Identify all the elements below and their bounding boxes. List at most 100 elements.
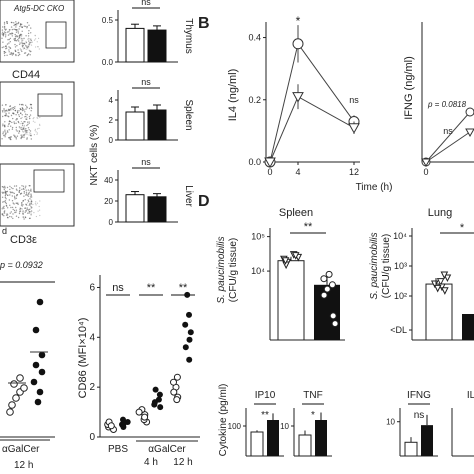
time-xlabel: Time (h) xyxy=(356,182,393,193)
flow-gate-spleen xyxy=(37,93,63,117)
flow-event-dot xyxy=(4,121,6,123)
cfu-ylabel-lung-2: (CFU/g tissue) xyxy=(381,234,392,298)
flow-event-dot xyxy=(17,49,19,51)
flow-event-dot xyxy=(28,43,30,45)
flow-event-dot xyxy=(36,132,39,134)
nkt-sig-label: ns xyxy=(141,157,151,167)
cyto-y-tick-label: 10 xyxy=(386,418,395,427)
nkt-bar-ko xyxy=(147,196,167,223)
cd86-time-12h: 12 h xyxy=(173,457,192,468)
lung-point-wt xyxy=(441,287,449,295)
flow-event-dot xyxy=(16,36,18,38)
ifng-series-line xyxy=(425,111,471,163)
flow-event-dot xyxy=(21,208,23,210)
flow-event-dot xyxy=(2,133,4,135)
flow-event-dot xyxy=(18,43,21,45)
left-point-ko xyxy=(36,388,44,396)
il4-series-line xyxy=(269,95,355,163)
flow-event-dot xyxy=(33,212,35,214)
panel-d: D Spleen Lung S. paucimobilis (CFU/g tis… xyxy=(198,193,474,457)
ifng-ylabel: IFNG (ng/ml) xyxy=(403,56,415,120)
flow-event-dot xyxy=(5,34,7,36)
flow-event-dot xyxy=(19,48,21,50)
flow-event-dot xyxy=(1,46,3,49)
flow-event-dot xyxy=(7,125,9,127)
left-point-ko xyxy=(32,326,40,334)
ifng-point-wt xyxy=(465,107,474,117)
flow-event-dot xyxy=(29,217,31,219)
flow-event-dot xyxy=(21,202,23,204)
flow-event-dot xyxy=(6,31,9,33)
flow-event-dot xyxy=(24,129,26,131)
flow-event-dot xyxy=(19,187,21,189)
flow-event-dot xyxy=(6,186,9,189)
flow-event-dot xyxy=(28,212,30,214)
flow-event-dot xyxy=(28,49,30,51)
flow-event-dot xyxy=(30,199,32,201)
flow-event-dot xyxy=(28,24,30,26)
flow-event-dot xyxy=(3,188,5,191)
flow-event-dot xyxy=(3,205,5,208)
flow-event-dot xyxy=(6,216,9,219)
spleen-point-ko xyxy=(331,320,339,328)
flow-event-dot xyxy=(37,210,39,212)
flow-event-dot xyxy=(14,211,16,214)
flow-event-dot xyxy=(27,121,29,123)
flow-event-dot xyxy=(31,41,33,43)
cd86-y-tick-label: 0 xyxy=(89,432,95,443)
flow-event-dot xyxy=(15,185,18,187)
flow-event-dot xyxy=(21,30,23,32)
left-point-wt xyxy=(20,384,28,392)
flow-event-dot xyxy=(20,126,22,129)
flow-event-dot xyxy=(9,204,11,206)
flow-event-dot xyxy=(9,185,11,188)
flow-event-dot xyxy=(29,202,31,204)
panel-label-d: D xyxy=(198,193,210,210)
flow-event-dot xyxy=(22,187,25,190)
flow-event-dot xyxy=(4,51,7,54)
flow-event-dot xyxy=(9,194,11,196)
left-point-ko xyxy=(38,351,46,359)
flow-event-dot xyxy=(9,47,11,49)
flow-event-dot xyxy=(16,24,18,26)
cd86-ylabel: CD86 (MFI×10⁴) xyxy=(77,318,89,399)
cfu-ylabel-2: (CFU/g tissue) xyxy=(228,238,239,302)
flow-event-dot xyxy=(1,213,3,215)
flow-event-dot xyxy=(21,122,23,125)
flow-event-dot xyxy=(22,200,24,202)
flow-event-dot xyxy=(15,188,18,190)
flow-event-dot xyxy=(3,28,6,30)
flow-event-dot xyxy=(7,115,9,117)
flow-event-dot xyxy=(8,49,10,51)
flow-event-dot xyxy=(18,191,20,193)
flow-event-dot xyxy=(20,208,22,210)
flow-event-dot xyxy=(31,201,33,203)
flow-event-dot xyxy=(14,106,16,108)
cyto-title: IP10 xyxy=(255,390,276,401)
flow-event-dot xyxy=(14,43,16,46)
flow-event-dot xyxy=(35,131,37,133)
flow-event-dot xyxy=(13,203,15,205)
flow-event-dot xyxy=(30,134,32,136)
flow-event-dot xyxy=(21,124,24,127)
flow-event-dot xyxy=(8,129,10,131)
flow-event-dot xyxy=(1,37,3,39)
cd86-point-ko xyxy=(120,420,127,427)
flow-event-dot xyxy=(5,48,7,50)
nkt-sig-label: ns xyxy=(141,77,151,87)
flow-event-dot xyxy=(8,29,11,31)
panel-label-b: B xyxy=(198,15,210,32)
lung-bar-ko xyxy=(462,314,474,340)
cd86-point-wt xyxy=(170,378,177,386)
flow-event-dot xyxy=(30,206,32,208)
flow-event-dot xyxy=(10,53,12,55)
cd86-point-ko xyxy=(151,399,158,406)
flow-event-dot xyxy=(13,134,15,136)
flow-event-dot xyxy=(29,208,31,210)
flow-event-dot xyxy=(27,38,29,41)
flow-event-dot xyxy=(14,33,16,36)
flow-event-dot xyxy=(33,134,36,136)
nkt-y-tick-label: 20 xyxy=(104,197,113,206)
flow-event-dot xyxy=(21,50,23,53)
flow-event-dot xyxy=(20,49,22,51)
